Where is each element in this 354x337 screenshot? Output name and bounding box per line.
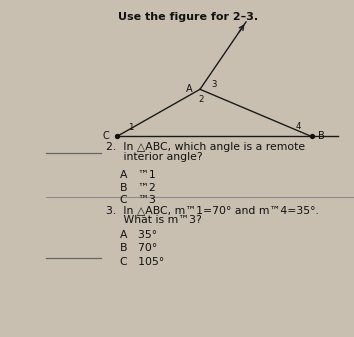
Text: 1: 1: [127, 123, 133, 132]
Text: A: A: [185, 84, 192, 94]
Text: A   35°: A 35°: [120, 230, 158, 240]
Text: B: B: [318, 131, 325, 141]
Text: B   70°: B 70°: [120, 243, 158, 253]
FancyBboxPatch shape: [0, 0, 46, 337]
Text: 3.  In △ABC, m™1=70° and m™4=35°.: 3. In △ABC, m™1=70° and m™4=35°.: [106, 205, 319, 215]
Text: 2: 2: [199, 95, 204, 104]
Text: B   ™2: B ™2: [120, 183, 156, 193]
Text: C   ™3: C ™3: [120, 195, 156, 205]
Text: C   105°: C 105°: [120, 257, 165, 267]
Text: C: C: [102, 131, 109, 141]
Text: Use the figure for 2–3.: Use the figure for 2–3.: [118, 12, 258, 22]
Text: interior angle?: interior angle?: [106, 152, 203, 162]
Text: What is m™3?: What is m™3?: [106, 215, 202, 225]
Text: A   ™1: A ™1: [120, 170, 156, 180]
Text: 4: 4: [295, 122, 301, 131]
Text: 2.  In △ABC, which angle is a remote: 2. In △ABC, which angle is a remote: [106, 142, 305, 152]
Text: 3: 3: [211, 80, 217, 89]
